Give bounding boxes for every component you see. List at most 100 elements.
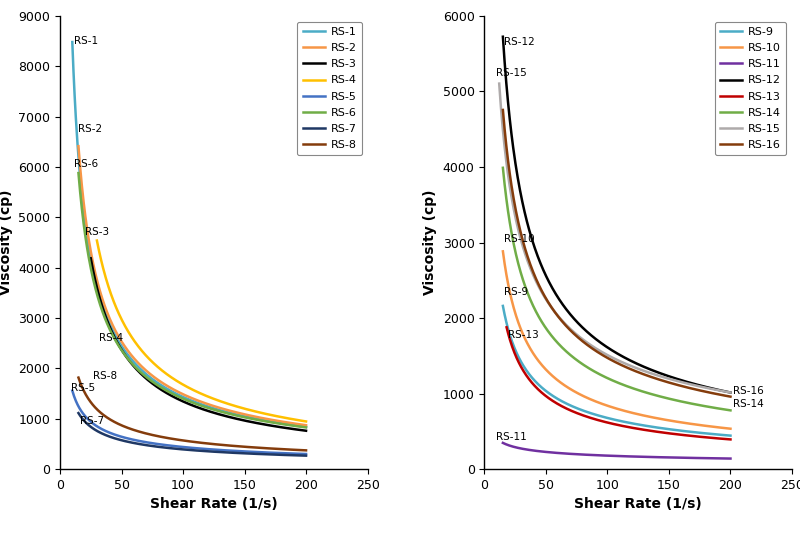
RS-10 [588,397,598,403]
RS-2 [74,143,83,149]
RS-11 [498,440,508,446]
RS-13 [590,416,600,423]
RS-4 [92,237,102,244]
RS-11 [642,454,651,460]
RS-2 [238,411,247,417]
RS-6 [238,414,247,420]
RS-11 [726,455,735,462]
Line: RS-16: RS-16 [503,110,730,397]
RS-7 [101,432,110,438]
RS-6 [217,409,226,415]
RS-3 [171,395,181,401]
RS-4 [175,379,185,386]
RS-6 [302,424,311,431]
RS-11 [588,452,598,458]
RS-14 [663,395,673,402]
Text: RS-14: RS-14 [733,399,764,409]
RS-5 [144,439,154,446]
RS-8 [302,447,311,454]
Line: RS-3: RS-3 [90,259,306,431]
RS-13 [574,411,584,417]
RS-7 [164,445,174,451]
RS-12 [588,334,598,340]
RS-12 [663,373,673,379]
RS-2 [302,422,311,429]
RS-9 [663,426,673,432]
RS-7 [148,443,158,449]
RS-6 [148,378,158,385]
RS-3 [112,338,122,344]
RS-10 [642,413,651,419]
RS-12 [498,34,508,40]
RS-5 [96,425,106,432]
RS-16 [588,346,598,352]
RS-2 [217,405,226,411]
RS-9 [498,303,508,309]
RS-16 [498,107,508,113]
RS-15 [586,342,595,348]
RS-15 [726,389,735,395]
RS-4 [243,406,253,413]
RS-1 [238,413,247,419]
X-axis label: Shear Rate (1/s): Shear Rate (1/s) [150,497,278,511]
RS-7 [217,449,226,455]
RS-2 [164,384,174,390]
RS-12 [572,319,582,325]
RS-1 [144,373,154,379]
RS-9 [662,426,672,432]
RS-8 [74,374,83,381]
RS-14 [642,389,651,395]
Y-axis label: Viscosity (cp): Viscosity (cp) [423,190,437,295]
RS-5 [160,442,170,448]
RS-14 [526,296,535,303]
Text: RS-2: RS-2 [78,124,102,134]
Text: RS-3: RS-3 [85,228,109,237]
RS-7 [239,450,249,456]
RS-3 [242,418,251,424]
Text: RS-8: RS-8 [94,371,118,381]
RS-1 [96,295,106,302]
RS-7 [74,410,83,416]
RS-12 [642,365,651,371]
RS-10 [662,417,672,423]
RS-3 [242,418,252,424]
Text: RS-1: RS-1 [74,36,98,46]
RS-3 [86,255,95,262]
RS-7 [302,453,311,459]
Legend: RS-9, RS-10, RS-11, RS-12, RS-13, RS-14, RS-15, RS-16: RS-9, RS-10, RS-11, RS-12, RS-13, RS-14,… [714,21,786,156]
RS-3 [156,386,166,393]
RS-10 [572,390,582,396]
RS-14 [588,367,598,374]
Text: RS-13: RS-13 [508,329,538,340]
RS-13 [642,427,652,433]
RS-3 [302,427,311,434]
RS-4 [118,317,127,324]
Text: RS-9: RS-9 [504,287,528,296]
RS-7 [238,450,247,456]
RS-3 [222,413,231,419]
Legend: RS-1, RS-2, RS-3, RS-4, RS-5, RS-6, RS-7, RS-8: RS-1, RS-2, RS-3, RS-4, RS-5, RS-6, RS-7… [297,21,362,156]
RS-8 [101,414,110,420]
RS-16 [642,372,651,378]
RS-13 [663,430,673,437]
RS-5 [302,451,311,457]
RS-10 [726,425,735,432]
Line: RS-8: RS-8 [78,377,306,450]
RS-11 [572,451,582,457]
X-axis label: Shear Rate (1/s): Shear Rate (1/s) [574,497,702,511]
RS-12 [526,230,535,237]
RS-4 [160,370,170,376]
Text: RS-11: RS-11 [495,432,526,441]
Line: RS-1: RS-1 [72,42,306,427]
RS-14 [498,165,508,171]
Line: RS-12: RS-12 [503,37,730,392]
RS-11 [663,454,673,461]
RS-1 [214,407,224,413]
Text: RS-10: RS-10 [504,234,534,244]
RS-6 [164,389,174,395]
RS-13 [529,381,538,387]
RS-16 [526,261,535,268]
Line: RS-9: RS-9 [503,306,730,435]
Line: RS-15: RS-15 [499,84,730,392]
RS-1 [302,424,311,430]
